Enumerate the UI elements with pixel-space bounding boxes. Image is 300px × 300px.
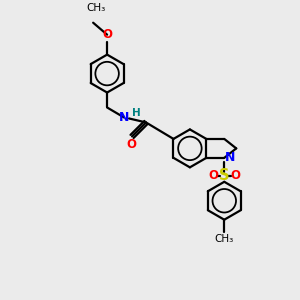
Text: S: S — [219, 168, 230, 183]
Text: N: N — [225, 152, 236, 164]
Text: O: O — [126, 138, 136, 152]
Text: N: N — [119, 111, 129, 124]
Text: O: O — [230, 169, 240, 182]
Text: H: H — [132, 109, 141, 118]
Text: O: O — [102, 28, 112, 41]
Text: O: O — [208, 169, 218, 182]
Text: CH₃: CH₃ — [214, 234, 234, 244]
Text: CH₃: CH₃ — [86, 3, 106, 13]
